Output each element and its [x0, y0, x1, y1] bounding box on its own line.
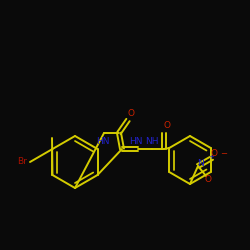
Text: O: O [210, 150, 218, 158]
Text: +: + [208, 154, 214, 160]
Text: O: O [204, 176, 212, 184]
Text: Br: Br [17, 158, 27, 166]
Text: HN: HN [96, 136, 110, 145]
Text: O: O [128, 108, 134, 118]
Text: N: N [198, 160, 204, 168]
Text: NH: NH [145, 136, 159, 145]
Text: O: O [164, 122, 170, 130]
Text: −: − [220, 150, 227, 158]
Text: HN: HN [129, 136, 143, 145]
